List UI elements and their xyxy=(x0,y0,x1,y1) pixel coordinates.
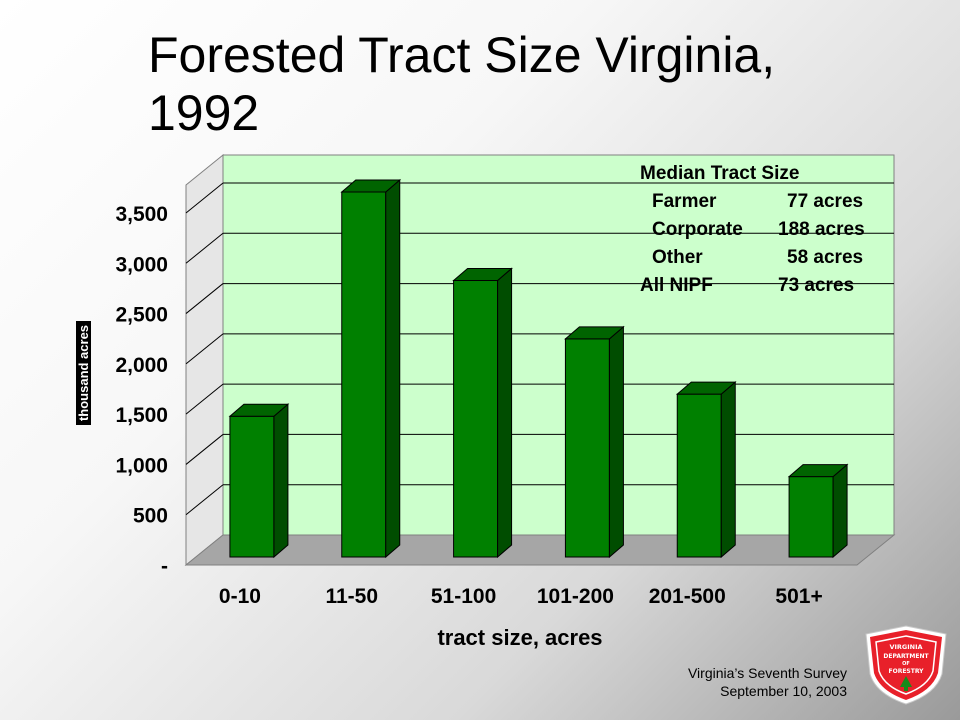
bar-side xyxy=(720,381,736,559)
bar-side xyxy=(608,325,624,559)
bar-top xyxy=(340,179,402,193)
seal-text-3: OF xyxy=(902,661,910,667)
bar-top xyxy=(564,326,625,340)
median-tract-size-box: Median Tract Size Farmer 77 acres Corpor… xyxy=(637,160,887,300)
gridlines xyxy=(185,182,894,516)
median-row-value: 58 acres xyxy=(787,247,864,268)
gridline-diagonal xyxy=(185,383,224,415)
y-tick-label: - xyxy=(161,555,168,578)
gridline-diagonal xyxy=(185,333,224,365)
median-row-corporate: Corporate 188 acres xyxy=(637,216,887,244)
gridline-diagonal xyxy=(185,232,224,264)
plot-back-wall xyxy=(222,154,895,536)
x-tick-labels: 0-10 11-50 51-100 101-200 201-500 501+ xyxy=(219,585,823,608)
plot-floor xyxy=(184,534,896,566)
x-tick-label: 11-50 xyxy=(325,585,378,608)
gridline-diagonal xyxy=(185,484,224,516)
bar xyxy=(788,476,834,558)
bar-top xyxy=(228,403,290,417)
median-row-name: Corporate xyxy=(652,219,743,240)
bar xyxy=(341,191,387,558)
median-row-name: Farmer xyxy=(652,191,717,212)
x-tick-label: 101-200 xyxy=(537,585,614,608)
x-tick-label: 0-10 xyxy=(219,585,261,608)
seal-text-2: DEPARTMENT xyxy=(883,653,929,660)
y-tick-label: 2,500 xyxy=(115,304,168,327)
median-row-other: Other 58 acres xyxy=(637,244,887,272)
bar-side xyxy=(497,267,513,559)
median-row-value: 188 acres xyxy=(778,219,865,240)
median-row-name: All NIPF xyxy=(640,275,713,296)
bar xyxy=(676,393,722,558)
y-tick-label: 3,500 xyxy=(115,203,168,226)
x-tick-label: 501+ xyxy=(775,585,822,608)
median-row-value: 73 acres xyxy=(778,275,855,296)
bar-side xyxy=(385,178,401,559)
x-tick-label: 201-500 xyxy=(649,585,726,608)
median-row-value: 77 acres xyxy=(787,191,864,212)
bar xyxy=(453,279,499,558)
y-tick-label: 1,000 xyxy=(115,454,168,477)
footer: Virginia’s Seventh Survey September 10, … xyxy=(688,664,847,700)
median-heading: Median Tract Size xyxy=(640,163,800,184)
seal-text-1: VIRGINIA xyxy=(889,643,922,651)
seal-text-4: FORESTRY xyxy=(889,668,925,675)
y-tick-label: 3,000 xyxy=(115,253,168,276)
bar-top xyxy=(787,464,849,478)
y-tick-label: 1,500 xyxy=(115,404,168,427)
slide-title: Forested Tract Size Virginia, 1992 xyxy=(148,27,776,141)
y-axis-title-bg xyxy=(76,321,91,425)
footer-survey: Virginia’s Seventh Survey xyxy=(687,665,847,681)
median-row-name: Other xyxy=(652,247,703,268)
median-row-farmer: Farmer 77 acres xyxy=(637,188,887,216)
y-tick-labels: - 500 1,000 1,500 2,000 2,500 3,000 3,500 xyxy=(115,203,168,578)
y-tick-label: 500 xyxy=(133,505,168,528)
bar-side xyxy=(832,463,848,559)
gridline-diagonal xyxy=(185,434,224,465)
footer-date: September 10, 2003 xyxy=(720,683,847,699)
gridline-diagonal xyxy=(185,283,224,314)
bar-top xyxy=(675,381,737,395)
bar xyxy=(564,338,610,558)
y-axis-title: thousand acres xyxy=(76,325,91,421)
y-tick-label: 2,000 xyxy=(115,354,168,377)
bar-top xyxy=(452,267,513,281)
x-tick-label: 51-100 xyxy=(431,585,496,608)
bar xyxy=(229,415,275,558)
bars xyxy=(228,178,849,559)
median-row-all-nipf: All NIPF 73 acres xyxy=(637,272,887,300)
forestry-seal-logo: VIRGINIA DEPARTMENT OF FORESTRY xyxy=(865,625,947,705)
tree-icon xyxy=(900,676,912,691)
gridline-diagonal xyxy=(185,182,224,214)
x-axis-title: tract size, acres xyxy=(437,625,602,650)
bar-side xyxy=(273,403,289,559)
